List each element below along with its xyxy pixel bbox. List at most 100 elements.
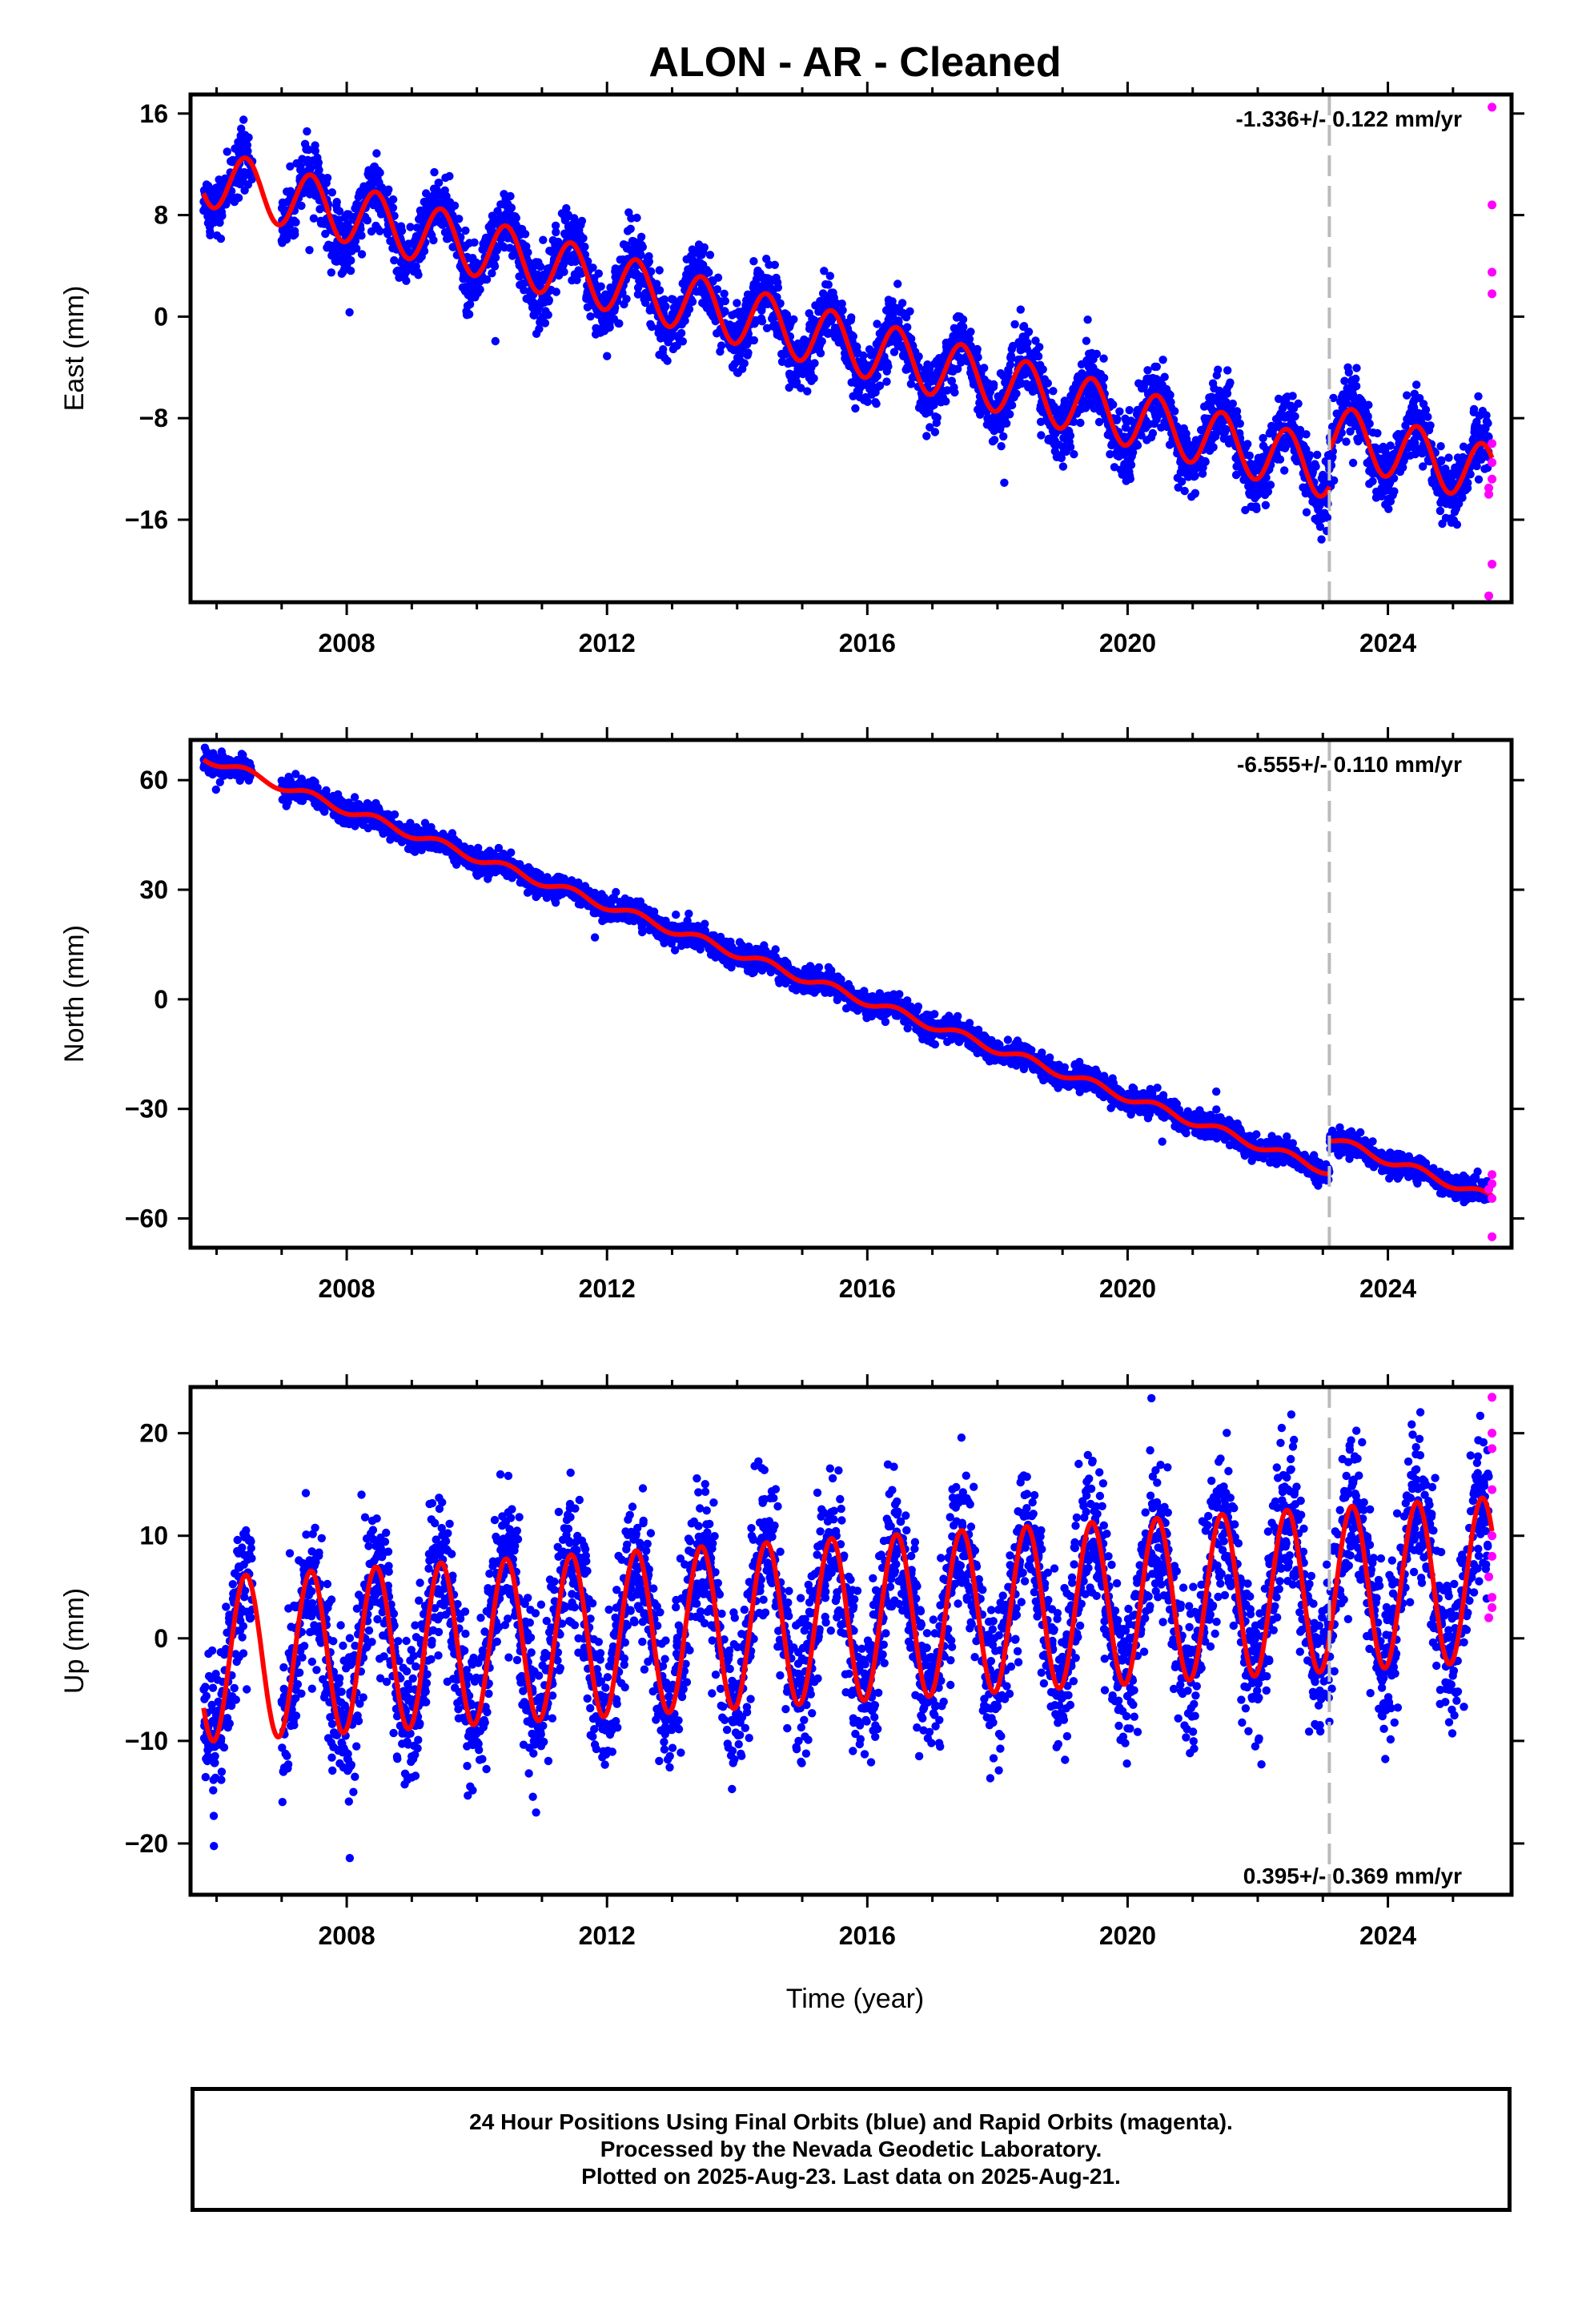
final-orbit-point — [1437, 456, 1446, 464]
final-orbit-point — [540, 319, 550, 328]
final-orbit-point — [725, 321, 735, 330]
final-orbit-point — [442, 191, 451, 201]
final-orbit-point — [544, 296, 553, 304]
final-orbit-point — [688, 297, 697, 306]
y-tick-label: 0 — [154, 302, 168, 331]
final-orbit-point — [218, 211, 227, 220]
rapid-orbit-point — [1488, 559, 1497, 569]
final-orbit-point — [673, 341, 681, 350]
final-orbit-point — [792, 377, 801, 387]
final-orbit-point — [660, 295, 669, 304]
final-orbit-point — [1066, 431, 1075, 440]
y-tick-label: −8 — [139, 404, 168, 432]
final-orbit-point — [1365, 480, 1374, 489]
final-orbit-point — [372, 149, 381, 158]
final-orbit-point — [1444, 453, 1453, 462]
final-orbit-point — [685, 304, 694, 314]
final-orbit-point — [873, 372, 882, 380]
final-orbit-point — [384, 185, 393, 194]
final-orbit-point — [429, 235, 438, 245]
final-orbit-point — [1160, 372, 1169, 381]
final-orbit-point — [303, 127, 311, 136]
final-orbit-point — [375, 227, 384, 235]
final-orbit-point — [1302, 430, 1311, 439]
final-orbit-point — [1191, 489, 1200, 497]
final-orbit-point — [465, 300, 475, 309]
final-orbit-point — [1464, 478, 1472, 488]
final-orbit-point — [705, 251, 715, 259]
final-orbit-point — [974, 353, 982, 362]
final-orbit-point — [1049, 387, 1058, 396]
final-orbit-point — [816, 348, 825, 358]
final-orbit-point — [350, 793, 359, 802]
final-orbit-point — [757, 317, 767, 326]
final-orbit-point — [533, 270, 542, 279]
final-orbit-point — [1317, 535, 1326, 544]
final-orbit-point — [1152, 362, 1162, 372]
final-orbit-point — [1012, 389, 1021, 398]
final-orbit-point — [406, 223, 415, 231]
final-orbit-point — [1474, 475, 1484, 484]
final-orbit-point — [1469, 404, 1479, 414]
final-orbit-point — [933, 413, 942, 422]
final-orbit-point — [1214, 365, 1223, 374]
east-plot-area — [199, 103, 1497, 601]
final-orbit-point — [721, 307, 729, 316]
final-orbit-point — [351, 236, 360, 246]
final-orbit-point — [488, 225, 496, 235]
final-orbit-point — [1436, 442, 1445, 451]
final-orbit-point — [717, 341, 726, 350]
final-orbit-point — [958, 315, 968, 324]
final-orbit-point — [824, 280, 833, 289]
final-orbit-point — [422, 189, 431, 198]
final-orbit-point — [311, 147, 319, 155]
final-orbit-point — [700, 243, 709, 252]
final-orbit-point — [930, 428, 940, 436]
final-orbit-point — [322, 786, 331, 795]
final-orbit-point — [306, 163, 315, 172]
final-orbit-point — [1092, 349, 1102, 359]
final-orbit-point — [223, 147, 231, 156]
final-orbit-point — [749, 257, 758, 266]
final-orbit-point — [286, 162, 295, 171]
x-tick-label: 2024 — [1359, 629, 1416, 657]
final-orbit-point — [1006, 410, 1014, 419]
final-orbit-point — [297, 201, 306, 211]
final-orbit-point — [560, 258, 569, 267]
final-orbit-point — [1180, 486, 1189, 496]
final-orbit-point — [820, 267, 829, 275]
final-orbit-point — [464, 310, 474, 319]
final-orbit-point — [1294, 399, 1303, 408]
final-orbit-point — [488, 269, 496, 278]
final-orbit-point — [655, 286, 665, 295]
final-orbit-point — [596, 282, 605, 291]
final-orbit-point — [646, 267, 656, 276]
final-orbit-point — [476, 285, 484, 294]
final-orbit-point — [544, 311, 552, 320]
final-orbit-point — [1390, 487, 1399, 496]
final-orbit-point — [397, 227, 407, 235]
final-orbit-point — [357, 231, 366, 240]
rapid-orbit-point — [1488, 200, 1497, 210]
final-orbit-point — [1115, 407, 1124, 416]
final-orbit-point — [1235, 419, 1245, 428]
final-orbit-point — [1352, 382, 1361, 391]
final-orbit-point — [1148, 428, 1158, 438]
final-orbit-point — [490, 262, 500, 271]
rapid-orbit-point — [1488, 267, 1497, 277]
final-orbit-point — [1275, 455, 1285, 464]
north-final-orbit-points — [199, 743, 1493, 1207]
final-orbit-point — [1019, 322, 1028, 332]
final-orbit-point — [455, 215, 464, 223]
final-orbit-point — [1364, 400, 1373, 409]
final-orbit-point — [363, 216, 372, 225]
final-orbit-point — [335, 207, 344, 215]
rapid-orbit-point — [1484, 591, 1494, 601]
final-orbit-point — [560, 267, 568, 276]
final-orbit-point — [1016, 305, 1026, 314]
final-orbit-point — [636, 251, 645, 259]
rapid-orbit-point — [1488, 103, 1497, 112]
final-orbit-point — [776, 299, 785, 308]
final-orbit-point — [965, 335, 974, 344]
final-orbit-point — [736, 350, 745, 359]
